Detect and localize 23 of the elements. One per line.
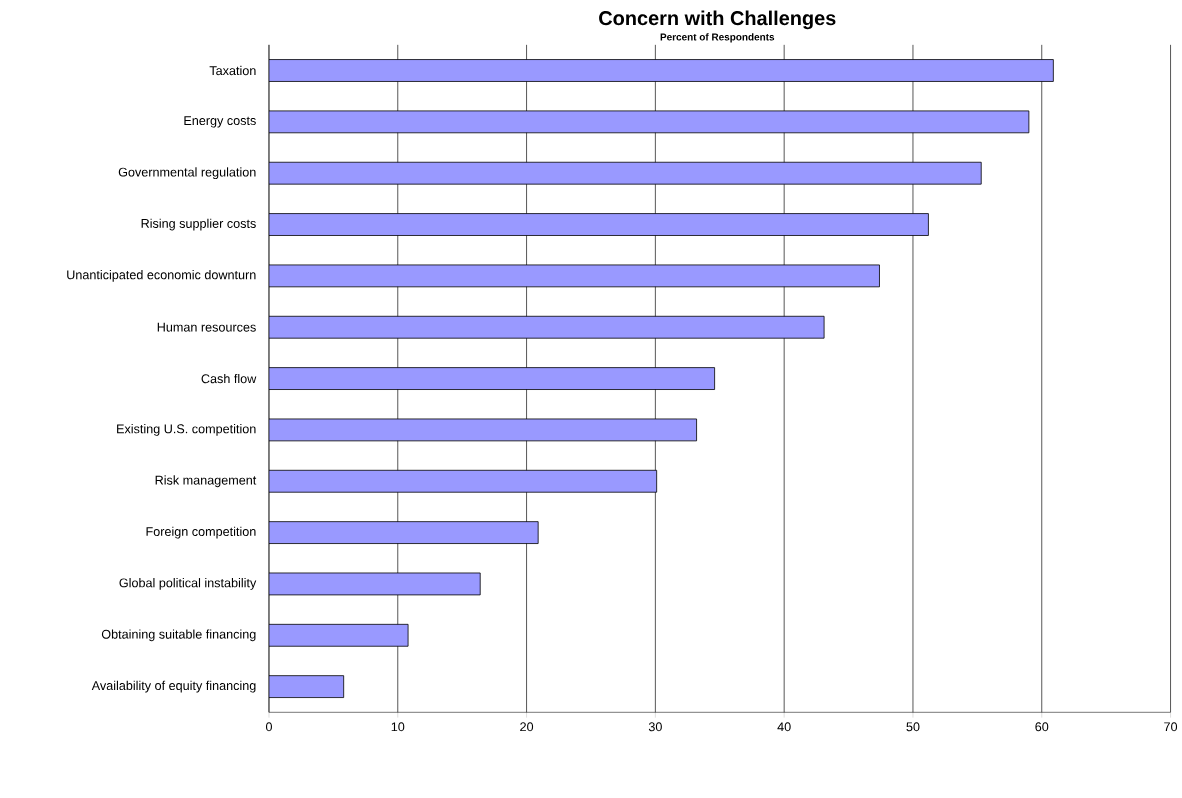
x-tick-label: 20: [520, 722, 534, 732]
chart-title: Concern with Challenges: [599, 10, 836, 30]
x-tick-label: 60: [1035, 722, 1049, 732]
x-tick-label: 30: [648, 722, 662, 732]
y-tick-label: Existing U.S. competition: [117, 424, 256, 436]
y-tick-label: Risk management: [155, 475, 257, 488]
x-tick-label: 10: [391, 722, 405, 732]
y-tick-label: Cash flow: [201, 373, 257, 384]
y-tick-label: Obtaining suitable financing: [101, 629, 256, 642]
y-tick-label: Human resources: [157, 322, 256, 332]
y-tick-label: Availability of equity financing: [91, 680, 256, 693]
y-tick-label: Rising supplier costs: [141, 218, 256, 231]
x-tick-label: 50: [906, 722, 920, 732]
y-tick-label: Unanticipated economic downturn: [67, 270, 256, 282]
y-tick-label: Governmental regulation: [118, 167, 256, 180]
x-tick-label: 0: [265, 722, 272, 732]
y-tick-label: Global political instability: [119, 578, 257, 590]
chart-subtitle: Percent of Respondents: [660, 33, 775, 43]
y-tick-label: Taxation: [209, 65, 256, 76]
y-tick-label: Foreign competition: [146, 526, 256, 539]
x-tick-label: 70: [1164, 722, 1178, 732]
y-tick-label: Energy costs: [184, 116, 256, 128]
x-tick-label: 40: [777, 722, 791, 732]
